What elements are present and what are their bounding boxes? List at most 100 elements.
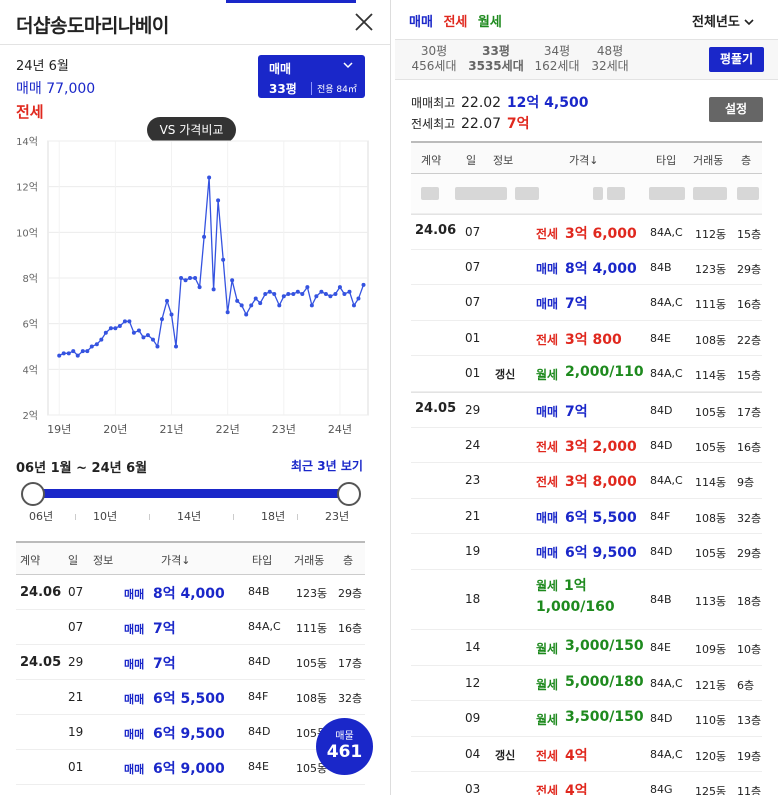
building: 108동 xyxy=(695,511,727,525)
data-point xyxy=(155,344,160,349)
max-jeonse-label: 전세최고 xyxy=(411,117,456,131)
table-row[interactable]: 19 매매 6억 9,500 84D 105동 xyxy=(16,715,365,750)
data-point xyxy=(108,326,113,331)
table-row[interactable]: 24.06 07 전세 3억 6,000 84A,C 112동 15층 xyxy=(411,214,762,250)
pyeong-option-48[interactable]: 48평 32세대 xyxy=(585,44,635,74)
table-row[interactable]: 24.06 07 매매 8억 4,000 84B 123동 29층 xyxy=(16,575,365,610)
table-row[interactable]: 24.05 29 매매 7억 84D 105동 17층 xyxy=(411,392,762,428)
contract-day: 24 xyxy=(465,437,481,452)
pyeong-option-33[interactable]: 33평 3535세대 xyxy=(468,44,524,74)
range-slider-start-handle[interactable] xyxy=(21,482,45,506)
pyeong: 33평 xyxy=(269,82,297,96)
building: 105동 xyxy=(695,406,727,419)
table-row[interactable]: 12 월세 5,000/180 84A,C 121동 6층 xyxy=(411,666,762,702)
table-row[interactable]: 24 전세 3억 2,000 84D 105동 16층 xyxy=(411,428,762,464)
floor: 17층 xyxy=(338,657,363,670)
slider-year-label: 14년 xyxy=(177,510,202,523)
settings-button[interactable]: 설정 xyxy=(709,97,763,122)
tab-sale[interactable]: 매매 xyxy=(409,15,433,30)
data-point xyxy=(103,330,108,335)
price: 7억 xyxy=(153,656,176,672)
building: 123동 xyxy=(296,587,328,600)
table-row[interactable]: 21 매매 6억 5,500 84F 108동 32층 xyxy=(411,499,762,535)
floor: 32층 xyxy=(338,692,363,705)
data-point xyxy=(337,285,342,290)
household-count: 32세대 xyxy=(591,59,629,73)
y-tick-label: 4억 xyxy=(22,364,38,376)
table-row[interactable]: 07 매매 8억 4,000 84B 123동 29층 xyxy=(411,250,762,286)
table-row[interactable]: 23 전세 3억 8,000 84A,C 114동 9층 xyxy=(411,463,762,499)
table-row[interactable]: 07 매매 7억 84A,C 111동 16층 xyxy=(16,610,365,645)
building: 113동 xyxy=(695,595,727,608)
max-jeonse-price: 7억 xyxy=(506,116,530,132)
max-sale-summary: 매매최고 22.02 12억 4,500 xyxy=(411,92,588,112)
table-header: 계약 일 정보 가격↓ 타입 거래동 층 xyxy=(16,541,365,575)
pyeong-option-30[interactable]: 30평 456세대 xyxy=(409,44,459,74)
table-row[interactable]: 04 갱신 전세 4억 84A,C 120동 19층 xyxy=(411,737,762,773)
unit-type: 84E xyxy=(650,331,671,345)
pyeong-expand-button[interactable]: 평풀기 xyxy=(709,47,764,72)
recent-3y-link[interactable]: 최근 3년 보기 xyxy=(291,459,363,473)
transaction-list-panel: 매매 전세 월세 전체년도 30평 456세대 33평 3535세대 34평 162세… xyxy=(395,0,778,795)
floor: 15층 xyxy=(737,228,762,241)
unit-type: 84D xyxy=(650,438,673,452)
floor: 32층 xyxy=(737,511,762,525)
price-sort-header[interactable]: 가격↓ xyxy=(161,554,191,567)
table-row[interactable]: 03 전세 4억 84G 125동 11층 xyxy=(411,772,762,795)
unit-type: 84E xyxy=(650,641,671,654)
trade-type: 월세 xyxy=(536,713,559,728)
tab-monthly-rent[interactable]: 월세 xyxy=(477,15,502,30)
pyeong-option-34[interactable]: 34평 162세대 xyxy=(532,44,582,74)
tab-jeonse[interactable]: 전세 xyxy=(443,15,468,30)
data-point xyxy=(57,353,62,358)
building: 110동 xyxy=(695,714,727,728)
unit-type: 84A,C xyxy=(248,620,281,633)
year-select[interactable]: 전체년도 xyxy=(692,11,754,30)
table-row[interactable]: 21 매매 6억 5,500 84F 108동 32층 xyxy=(16,680,365,715)
unit-type: 84F xyxy=(650,509,671,523)
trade-type: 매매 xyxy=(536,546,559,561)
complex-title: 더샵송도마리나베이 xyxy=(16,15,169,37)
table-row[interactable]: 01 전세 3억 800 84E 108동 22층 xyxy=(411,321,762,357)
table-row[interactable]: 19 매매 6억 9,500 84D 105동 29층 xyxy=(411,534,762,570)
listings-count-button[interactable]: 매물 461 xyxy=(316,718,373,775)
contract-day: 19 xyxy=(465,544,481,559)
table-row[interactable]: 18 월세 1억 1,000/160 84B 113동 18층 xyxy=(411,570,762,630)
building: 111동 xyxy=(296,622,328,635)
trade-type: 매매 xyxy=(124,588,145,601)
range-slider-track[interactable] xyxy=(33,489,350,498)
column-header: 정보 xyxy=(93,554,114,567)
range-slider-end-handle[interactable] xyxy=(337,482,361,506)
price-value: 77,000 xyxy=(46,81,96,97)
trade-type: 전세 xyxy=(536,475,559,490)
trade-area-selector[interactable]: 매매 33평 전용 84㎡ xyxy=(258,55,365,98)
table-row[interactable]: 01 갱신 월세 2,000/110 84A,C 114동 15층 xyxy=(411,356,762,392)
pyeong-size: 30평 xyxy=(420,44,448,58)
building: 108동 xyxy=(695,333,727,347)
close-icon[interactable] xyxy=(354,12,374,32)
table-row[interactable]: 07 매매 7억 84A,C 111동 16층 xyxy=(411,285,762,321)
unit-type: 84B xyxy=(248,585,270,598)
table-row[interactable]: 14 월세 3,000/150 84E 109동 10층 xyxy=(411,630,762,666)
contract-day: 18 xyxy=(465,592,481,606)
transaction-table: 계약 일 정보 가격↓ 타입 거래동 층 24.06 07 전세 3억 6,000 84A,C 112동… xyxy=(411,141,762,795)
table-row[interactable]: 24.05 29 매매 7억 84D 105동 17층 xyxy=(16,645,365,680)
compare-price-button[interactable]: VS 가격비교 xyxy=(147,117,236,143)
price-sort-header[interactable]: 가격↓ xyxy=(569,154,599,167)
blur-block xyxy=(693,187,727,200)
household-count: 3535세대 xyxy=(468,59,524,73)
floor: 18층 xyxy=(737,595,762,608)
floor: 9층 xyxy=(737,476,755,490)
slider-tick xyxy=(149,514,150,520)
trade-type: 전세 xyxy=(536,439,559,454)
trade-type: 매매 xyxy=(536,261,559,276)
table-row[interactable]: 09 월세 3,500/150 84D 110동 13층 xyxy=(411,701,762,737)
contract-day: 21 xyxy=(465,508,481,523)
table-row[interactable]: 01 매매 6억 9,000 84E 105동 xyxy=(16,750,365,785)
trade-type: 매매 xyxy=(124,623,145,636)
data-point xyxy=(277,303,282,308)
floor: 17층 xyxy=(737,406,762,419)
blur-block xyxy=(455,187,507,200)
data-point xyxy=(351,303,356,308)
contract-day: 29 xyxy=(465,403,481,417)
